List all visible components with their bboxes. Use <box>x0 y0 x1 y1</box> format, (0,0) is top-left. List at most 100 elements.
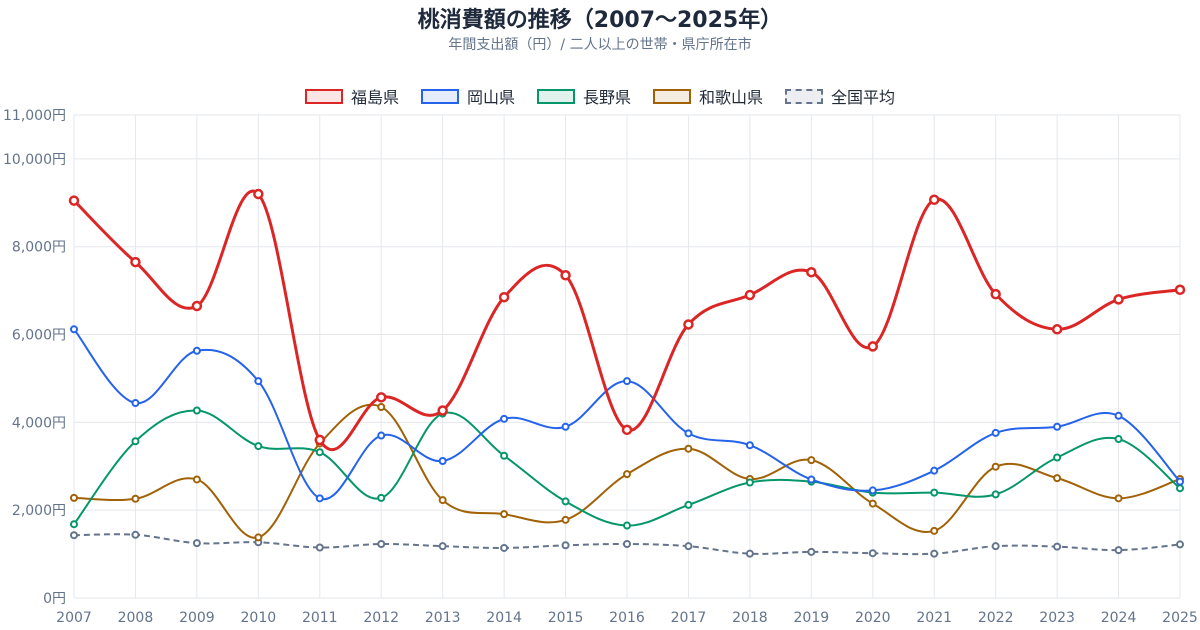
data-point <box>437 405 448 416</box>
data-point <box>868 499 877 508</box>
data-point <box>806 266 817 278</box>
y-tick-label: 10,000円 <box>3 152 66 168</box>
data-point <box>683 319 694 330</box>
x-tick-label: 2019 <box>794 610 830 626</box>
data-point <box>560 270 571 281</box>
data-point <box>807 475 816 484</box>
x-tick-label: 2016 <box>609 610 645 626</box>
data-point <box>1174 284 1186 296</box>
legend-item[interactable]: 全国平均 <box>785 84 895 108</box>
data-point <box>130 256 141 268</box>
legend-swatch <box>304 88 343 104</box>
data-point <box>561 422 570 431</box>
data-point <box>192 346 201 355</box>
data-point <box>684 444 693 453</box>
data-point <box>131 437 140 446</box>
data-point <box>1113 294 1124 305</box>
legend-item[interactable]: 和歌山県 <box>653 84 763 108</box>
y-tick-label: 6,000円 <box>12 328 66 344</box>
data-point <box>623 539 631 548</box>
data-point <box>1053 474 1062 483</box>
y-tick-label: 8,000円 <box>12 240 66 256</box>
data-point <box>377 431 386 440</box>
data-point <box>623 470 631 479</box>
legend-item[interactable]: 岡山県 <box>420 84 515 108</box>
data-point <box>930 549 939 558</box>
data-point <box>1114 494 1123 503</box>
data-point <box>131 399 140 408</box>
data-point <box>621 424 633 436</box>
data-point <box>254 442 263 451</box>
data-point <box>315 448 324 457</box>
data-point <box>70 325 78 334</box>
x-tick-label: 2024 <box>1101 610 1137 626</box>
x-tick-label: 2010 <box>241 610 277 626</box>
data-point <box>745 441 754 450</box>
x-tick-label: 2014 <box>486 610 522 626</box>
data-point <box>623 377 631 386</box>
chart-legend: 福島県 岡山県 長野県 和歌山県 全国平均 <box>0 84 1200 108</box>
data-point <box>438 542 447 551</box>
legend-label: 和歌山県 <box>699 88 764 107</box>
data-point <box>70 531 78 540</box>
data-point <box>377 539 386 548</box>
x-tick-label: 2020 <box>855 610 891 626</box>
x-tick-label: 2017 <box>671 610 707 626</box>
data-point <box>377 493 386 502</box>
data-point <box>744 289 756 301</box>
data-point <box>192 539 201 548</box>
data-point <box>1114 411 1123 420</box>
data-point <box>1176 540 1184 549</box>
data-point <box>438 496 447 505</box>
legend-label: 福島県 <box>350 88 399 107</box>
legend-label: 長野県 <box>582 88 631 107</box>
data-point <box>868 549 877 558</box>
legend-label: 全国平均 <box>831 88 896 107</box>
x-tick-label: 2023 <box>1039 610 1075 626</box>
data-point <box>375 392 387 403</box>
data-point <box>684 500 693 509</box>
data-point <box>498 291 510 303</box>
data-point <box>70 520 78 529</box>
data-point <box>868 486 877 495</box>
data-point <box>807 547 816 556</box>
data-point <box>1053 542 1062 551</box>
data-point <box>500 510 509 519</box>
data-point <box>192 406 201 415</box>
data-point <box>930 488 939 497</box>
y-tick-label: 2,000円 <box>12 503 66 519</box>
legend-swatch <box>536 88 575 104</box>
data-point <box>991 542 1000 551</box>
chart-subtitle: 年間支出額（円）/ 二人以上の世帯・県庁所在市 <box>448 37 752 53</box>
data-point <box>1053 422 1062 431</box>
x-tick-label: 2009 <box>179 610 215 626</box>
x-tick-label: 2008 <box>118 610 154 626</box>
legend-item[interactable]: 長野県 <box>536 84 631 108</box>
data-point <box>68 195 80 206</box>
data-point <box>70 493 78 502</box>
data-point <box>684 542 693 551</box>
data-point <box>807 456 816 465</box>
data-point <box>254 533 263 542</box>
data-point <box>1053 453 1062 462</box>
x-tick-label: 2022 <box>978 610 1014 626</box>
x-tick-label: 2015 <box>548 610 584 626</box>
data-point <box>131 494 140 503</box>
data-point <box>254 377 263 386</box>
data-point <box>561 497 570 506</box>
data-point <box>1176 477 1184 486</box>
data-point <box>930 526 939 535</box>
data-point <box>928 194 940 205</box>
data-point <box>500 451 509 460</box>
data-point <box>991 490 1000 499</box>
data-point <box>1176 484 1184 493</box>
data-point <box>867 341 879 352</box>
x-tick-label: 2025 <box>1162 610 1198 626</box>
y-tick-label: 4,000円 <box>12 415 66 431</box>
data-point <box>438 457 447 466</box>
data-point <box>253 188 264 200</box>
legend-item[interactable]: 福島県 <box>304 84 399 108</box>
x-tick-label: 2021 <box>916 610 952 626</box>
data-point <box>315 494 324 503</box>
